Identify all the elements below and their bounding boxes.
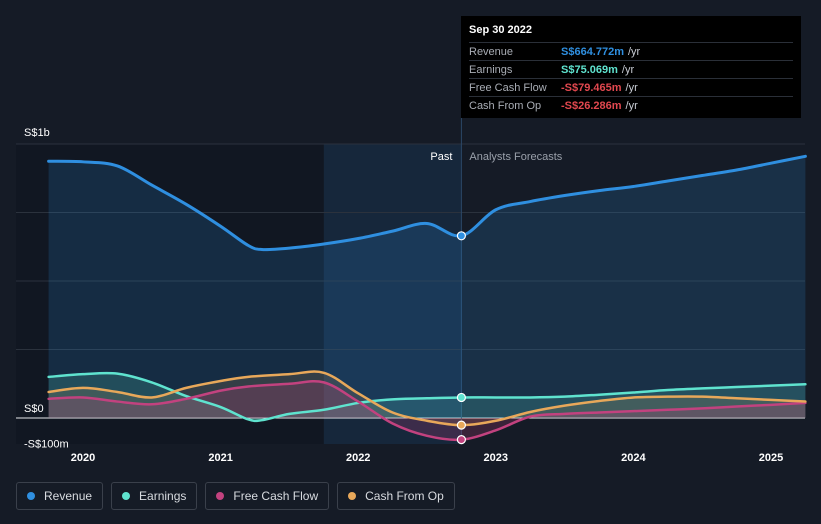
legend-item-free-cash-flow[interactable]: Free Cash Flow [205, 482, 330, 510]
revenue-marker [456, 231, 466, 241]
earnings-line [47, 371, 807, 423]
tooltip-unit: /yr [625, 99, 638, 112]
earnings-dot-icon [122, 492, 131, 500]
x-tick-label: 2024 [621, 452, 646, 464]
legend: Revenue Earnings Free Cash Flow Cash Fro… [16, 482, 455, 510]
x-tick-label: 2023 [484, 452, 508, 464]
free-cash-flow-line [47, 379, 807, 442]
tooltip-value: S$664.772m [561, 45, 624, 58]
past-label: Past [430, 151, 452, 163]
tooltip-label: Free Cash Flow [469, 81, 547, 94]
legend-item-revenue[interactable]: Revenue [16, 482, 104, 510]
legend-label: Revenue [44, 489, 93, 503]
legend-label: Free Cash Flow [233, 489, 319, 503]
chart-background [16, 144, 462, 444]
tooltip-label: Revenue [469, 45, 514, 58]
legend-item-cash-from-op[interactable]: Cash From Op [337, 482, 455, 510]
series-lines [47, 154, 807, 442]
tooltip-row-revenue: Revenue S$664.772m /yr [469, 42, 793, 60]
y-axis-label: S$0 [24, 403, 44, 415]
cash-from-op-dot-icon [348, 492, 357, 500]
gridlines [16, 118, 805, 444]
tooltip-unit: /yr [628, 45, 641, 58]
x-tick-label: 2025 [759, 452, 783, 464]
tooltip-unit: /yr [625, 81, 638, 94]
free-cash-flow-marker [456, 435, 466, 445]
legend-label: Earnings [139, 489, 187, 503]
x-tick-label: 2021 [208, 452, 232, 464]
revenue-area [48, 156, 806, 418]
cash-from-op-marker [456, 420, 466, 430]
tooltip-unit: /yr [621, 63, 635, 76]
tooltip-row-earnings: Earnings S$75.069m /yr [469, 60, 793, 78]
tooltip-value: S$75.069m [561, 63, 618, 76]
x-tick-label: 2020 [71, 452, 95, 464]
tooltip-label: Earnings [469, 63, 513, 76]
revenue-line [47, 154, 807, 252]
earnings-area [48, 373, 806, 421]
tooltip-label: Cash From Op [469, 99, 542, 112]
legend-item-earnings[interactable]: Earnings [111, 482, 198, 510]
legend-label: Cash From Op [365, 489, 444, 503]
free-cash-flow-area [48, 381, 806, 440]
forecast-label: Analysts Forecasts [469, 151, 562, 163]
tooltip-value: -S$26.286m [561, 99, 622, 112]
y-axis-label: -S$100m [24, 438, 69, 450]
x-tick-label: 2022 [346, 452, 370, 464]
tooltip: Sep 30 2022 Revenue S$664.772m /yr Earni… [461, 16, 801, 118]
tooltip-row-free-cash-flow: Free Cash Flow -S$79.465m /yr [469, 78, 793, 96]
series-markers [456, 231, 466, 445]
y-axis-label: S$1b [24, 127, 50, 139]
earnings-marker [456, 392, 466, 403]
cash-from-op-line [47, 370, 807, 427]
free-cash-flow-dot-icon [216, 492, 225, 500]
tooltip-date: Sep 30 2022 [469, 24, 532, 36]
tooltip-value: -S$79.465m [561, 81, 622, 94]
tooltip-row-cash-from-op: Cash From Op -S$26.286m /yr [469, 96, 793, 114]
revenue-dot-icon [27, 492, 35, 500]
